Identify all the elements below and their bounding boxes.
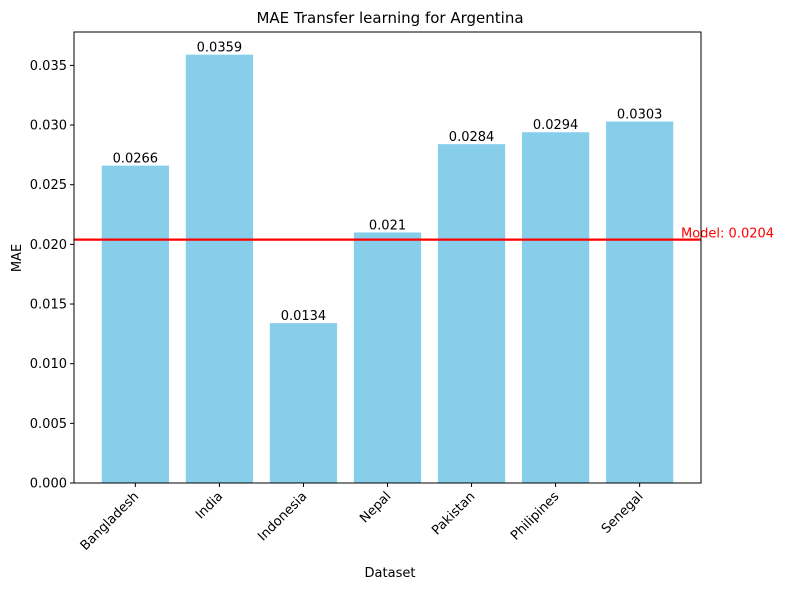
y-axis: 0.000 0.005 0.010 0.015 0.020 0.025 0.030 0.035 [30,59,74,492]
bars-group [101,54,674,483]
bar-value-label: 0.0266 [113,152,159,167]
bar-value-label: 0.0294 [533,118,579,133]
bar-value-labels: 0.0266 0.0359 0.0134 0.021 0.0284 0.0294 0.030… [113,41,663,324]
y-tick-label: 0.000 [30,477,67,492]
y-tick-label: 0.005 [30,417,67,432]
y-tick-label: 0.025 [30,178,67,193]
y-axis-label: MAE [10,244,25,272]
bar-philipines [521,132,590,483]
y-tick-label: 0.035 [30,59,67,74]
bar-nepal [353,232,422,483]
bar-pakistan [437,144,506,483]
y-tick-label: 0.010 [30,357,67,372]
bar-indonesia [269,323,338,483]
bar-value-label: 0.021 [369,218,406,233]
bar-value-label: 0.0303 [617,107,663,122]
bar-india [185,54,254,483]
reference-line-group: Model: 0.0204 [74,227,774,242]
chart-title: MAE Transfer learning for Argentina [256,9,523,27]
y-tick-label: 0.020 [30,238,67,253]
model-reference-label: Model: 0.0204 [681,227,774,242]
bar-value-label: 0.0359 [197,41,243,56]
bar-value-label: 0.0134 [281,309,327,324]
y-tick-label: 0.030 [30,119,67,134]
bar-bangladesh [101,165,169,483]
bar-value-label: 0.0284 [449,130,495,145]
y-tick-label: 0.015 [30,298,67,313]
plot-frame [73,31,702,484]
x-axis-label: Dataset [365,566,416,581]
bar-senegal [606,121,674,483]
